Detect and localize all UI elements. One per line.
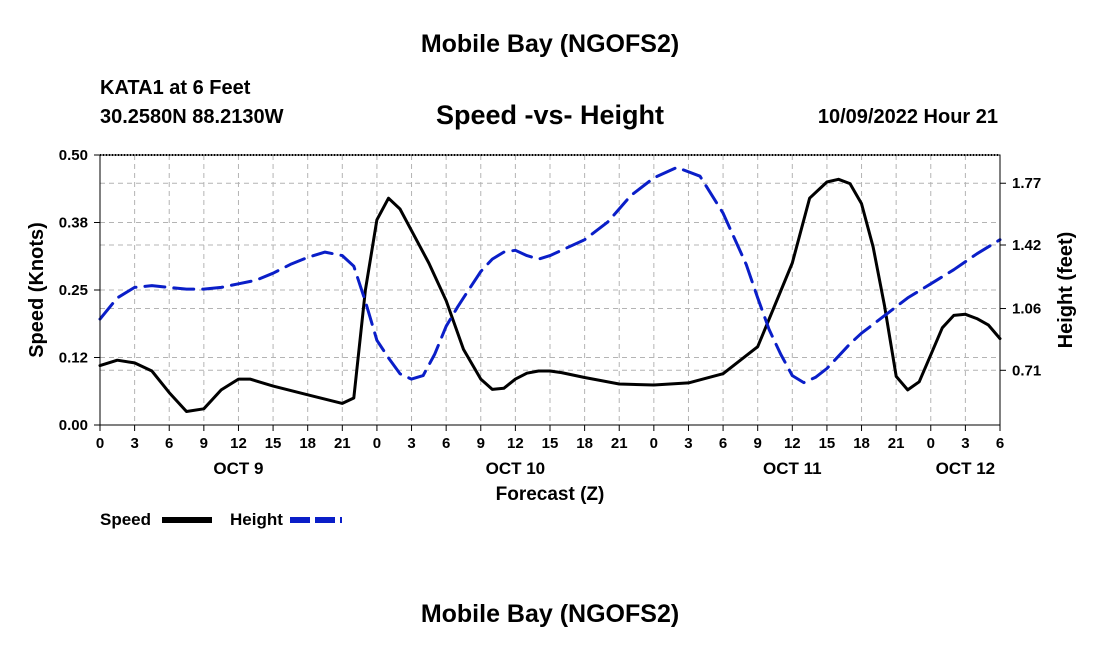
left-axis-label: Speed (Knots) [26,222,48,358]
left-tick-label: 0.12 [59,350,88,367]
x-tick-label: 6 [442,435,450,452]
day-label: OCT 9 [213,459,263,478]
left-tick-label: 0.38 [59,215,88,232]
x-tick-label: 3 [684,435,692,452]
x-tick-label: 0 [96,435,104,452]
x-tick-label: 12 [507,435,524,452]
right-tick-label: 1.06 [1012,301,1041,318]
x-tick-label: 21 [334,435,351,452]
left-tick-label: 0.25 [59,282,88,299]
x-tick-label: 6 [996,435,1004,452]
x-tick-label: 6 [165,435,173,452]
x-tick-label: 21 [611,435,628,452]
x-tick-label: 0 [927,435,935,452]
legend-speed-label: Speed [100,510,151,529]
day-label: OCT 12 [936,459,996,478]
x-tick-label: 0 [373,435,381,452]
x-axis-label: Forecast (Z) [496,484,605,505]
x-tick-label: 18 [576,435,593,452]
chart-subtitle: Speed -vs- Height [435,100,665,130]
x-tick-label: 3 [130,435,138,452]
legend-height-label: Height [230,510,283,529]
left-tick-label: 0.50 [59,147,88,164]
station-coordinates: 30.2580N 88.2130W [100,106,284,128]
footer-title: Mobile Bay (NGOFS2) [420,600,680,628]
chart-title: Mobile Bay (NGOFS2) [420,30,680,58]
x-tick-label: 15 [819,435,836,452]
x-tick-label: 12 [784,435,801,452]
x-tick-label: 3 [407,435,415,452]
right-axis-label: Height (feet) [1055,232,1077,349]
left-tick-label: 0.00 [59,417,88,434]
forecast-datetime: 10/09/2022 Hour 21 [817,106,998,128]
x-tick-label: 18 [853,435,870,452]
x-tick-label: 21 [888,435,905,452]
x-tick-label: 0 [650,435,658,452]
grid-lines [99,154,1001,426]
x-tick-label: 9 [754,435,762,452]
height-series-line [98,165,1002,385]
day-label: OCT 11 [763,459,822,478]
day-label: OCT 10 [486,459,546,478]
right-tick-label: 1.77 [1012,175,1041,192]
x-tick-label: 3 [961,435,969,452]
x-tick-label: 6 [719,435,727,452]
x-tick-label: 12 [230,435,247,452]
x-tick-label: 9 [477,435,485,452]
right-tick-label: 1.42 [1012,237,1041,254]
x-tick-label: 15 [542,435,559,452]
right-tick-label: 0.71 [1012,362,1041,379]
x-tick-label: 15 [265,435,282,452]
speed-series-line [98,177,1002,413]
x-tick-label: 18 [299,435,316,452]
station-label: KATA1 at 6 Feet [100,77,251,99]
x-tick-label: 9 [200,435,208,452]
